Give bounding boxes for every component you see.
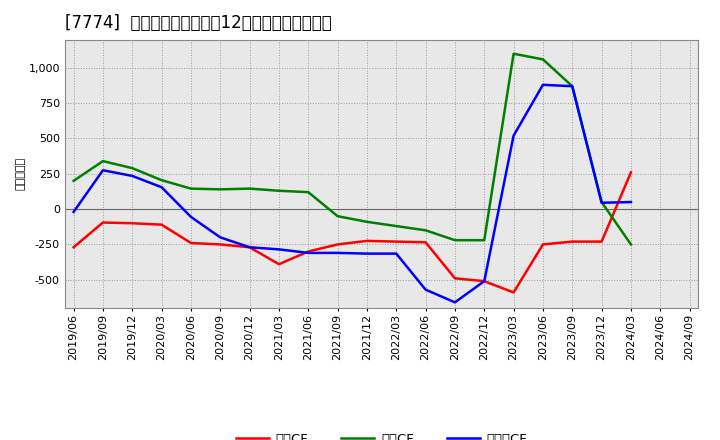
投資CF (69, 178, 78, 183)
フリーCF (392, 251, 400, 256)
投資CF (509, 51, 518, 56)
Line: 営業CF: 営業CF (73, 172, 631, 293)
営業CF (128, 220, 137, 226)
営業CF (99, 220, 107, 225)
Y-axis label: （百万円）: （百万円） (16, 157, 26, 191)
フリーCF (480, 279, 489, 284)
投資CF (128, 165, 137, 171)
営業CF (216, 242, 225, 247)
Line: 投資CF: 投資CF (73, 54, 631, 245)
フリーCF (363, 251, 372, 256)
フリーCF (216, 235, 225, 240)
投資CF (333, 213, 342, 219)
営業CF (246, 245, 254, 250)
営業CF (392, 239, 400, 244)
フリーCF (186, 214, 195, 220)
投資CF (451, 238, 459, 243)
投資CF (598, 199, 606, 205)
フリーCF (304, 250, 312, 256)
投資CF (186, 186, 195, 191)
営業CF (539, 242, 547, 247)
投資CF (157, 177, 166, 183)
投資CF (99, 158, 107, 164)
フリーCF (99, 168, 107, 173)
投資CF (274, 188, 283, 194)
フリーCF (128, 173, 137, 179)
フリーCF (509, 133, 518, 138)
Line: フリーCF: フリーCF (73, 85, 631, 302)
フリーCF (598, 200, 606, 205)
投資CF (216, 187, 225, 192)
投資CF (626, 242, 635, 247)
投資CF (304, 190, 312, 195)
営業CF (568, 239, 577, 244)
Text: [7774]  キャッシュフローの12か月移動合計の推移: [7774] キャッシュフローの12か月移動合計の推移 (65, 15, 331, 33)
営業CF (274, 261, 283, 267)
営業CF (69, 245, 78, 250)
フリーCF (451, 300, 459, 305)
営業CF (157, 222, 166, 227)
営業CF (626, 170, 635, 175)
フリーCF (421, 287, 430, 292)
投資CF (392, 224, 400, 229)
営業CF (509, 290, 518, 295)
営業CF (363, 238, 372, 244)
営業CF (186, 240, 195, 246)
投資CF (421, 227, 430, 233)
フリーCF (626, 199, 635, 205)
営業CF (421, 240, 430, 245)
投資CF (246, 186, 254, 191)
投資CF (539, 57, 547, 62)
フリーCF (568, 84, 577, 89)
営業CF (333, 242, 342, 247)
フリーCF (333, 250, 342, 256)
投資CF (480, 238, 489, 243)
フリーCF (246, 245, 254, 250)
営業CF (304, 249, 312, 254)
フリーCF (69, 209, 78, 215)
営業CF (598, 239, 606, 244)
営業CF (480, 279, 489, 284)
フリーCF (157, 185, 166, 190)
フリーCF (274, 247, 283, 252)
営業CF (451, 276, 459, 281)
フリーCF (539, 82, 547, 88)
投資CF (568, 84, 577, 89)
Legend: 営業CF, 投資CF, フリーCF: 営業CF, 投資CF, フリーCF (231, 427, 532, 440)
投資CF (363, 219, 372, 224)
